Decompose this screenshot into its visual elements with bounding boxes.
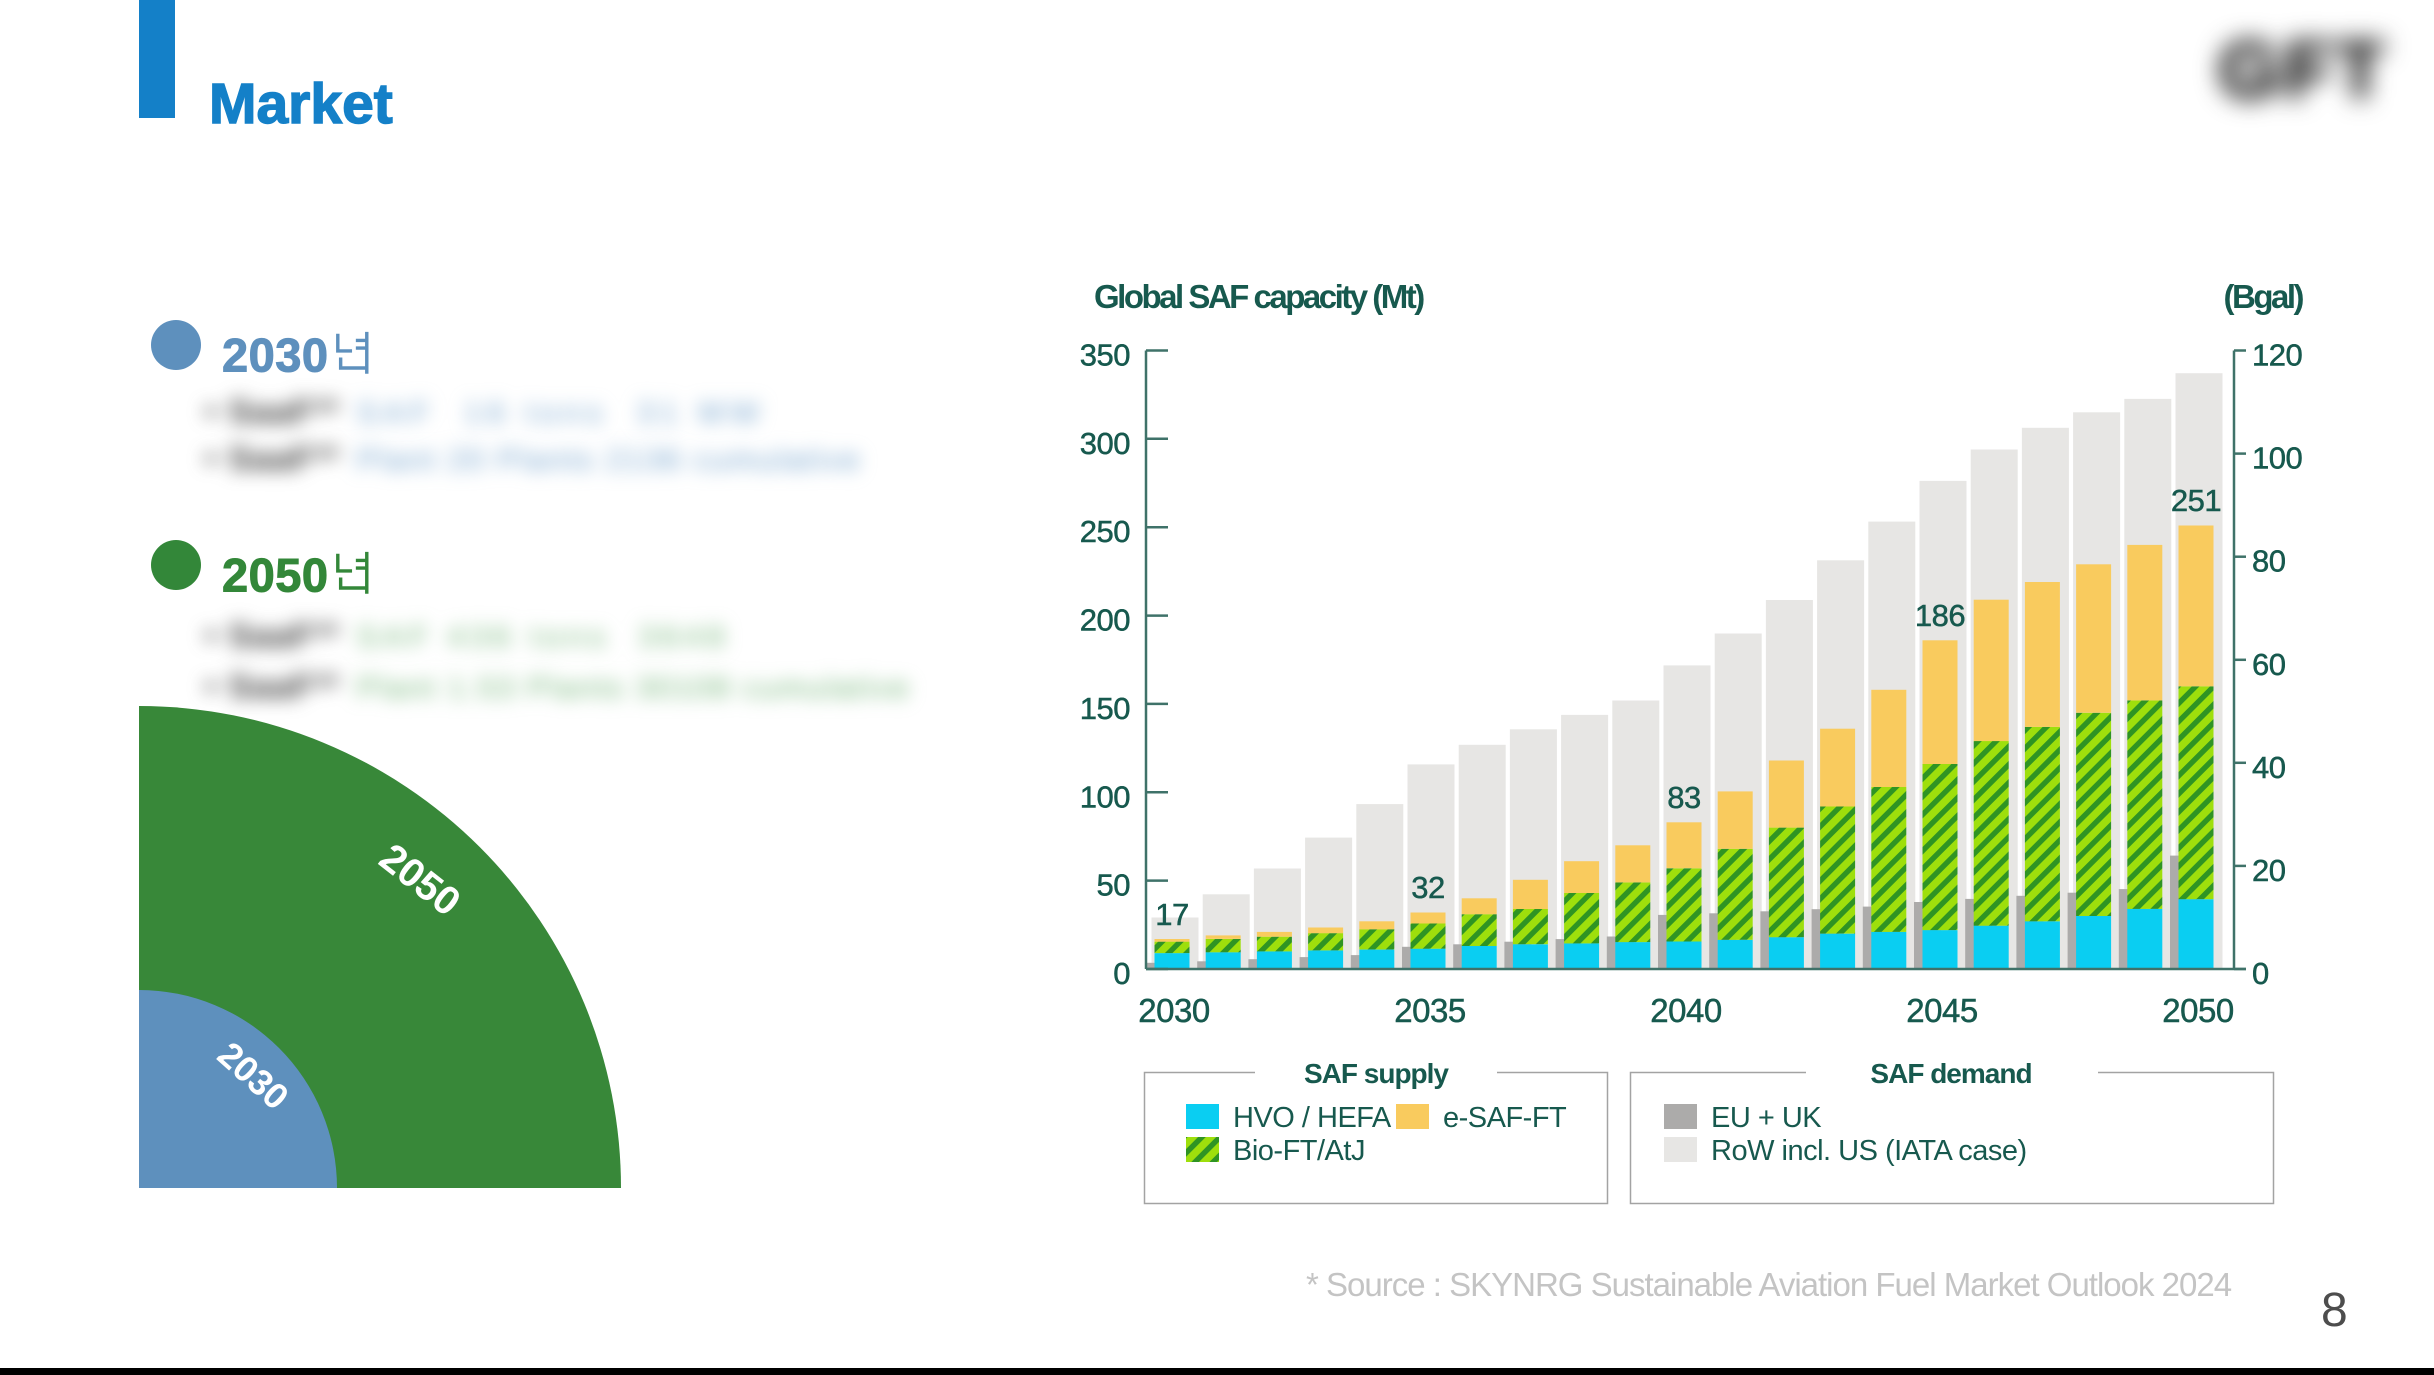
svg-text:SAF demand: SAF demand bbox=[1870, 1058, 2031, 1089]
svg-text:300: 300 bbox=[1080, 426, 1130, 461]
svg-text:100: 100 bbox=[2252, 441, 2302, 476]
svg-text:60: 60 bbox=[2252, 647, 2286, 682]
svg-text:Global SAF capacity (Mt): Global SAF capacity (Mt) bbox=[1094, 278, 1424, 315]
svg-text:0: 0 bbox=[1113, 956, 1130, 991]
svg-text:17: 17 bbox=[1155, 897, 1188, 932]
svg-text:Bio-FT/AtJ: Bio-FT/AtJ bbox=[1233, 1135, 1365, 1167]
svg-text:HVO / HEFA: HVO / HEFA bbox=[1233, 1102, 1392, 1134]
svg-text:251: 251 bbox=[2171, 483, 2221, 518]
svg-text:186: 186 bbox=[1915, 598, 1965, 633]
svg-text:150: 150 bbox=[1080, 691, 1130, 726]
svg-text:120: 120 bbox=[2252, 338, 2302, 373]
svg-text:2030: 2030 bbox=[1138, 992, 1210, 1029]
svg-text:2040: 2040 bbox=[1650, 992, 1722, 1029]
svg-text:83: 83 bbox=[1667, 780, 1700, 815]
svg-text:250: 250 bbox=[1080, 514, 1130, 549]
svg-text:(Bgal): (Bgal) bbox=[2224, 278, 2304, 315]
svg-text:20: 20 bbox=[2252, 853, 2286, 888]
svg-text:50: 50 bbox=[1097, 868, 1131, 903]
svg-text:32: 32 bbox=[1411, 870, 1444, 905]
svg-text:e-SAF-FT: e-SAF-FT bbox=[1443, 1102, 1567, 1134]
svg-text:350: 350 bbox=[1080, 338, 1130, 373]
svg-text:2045: 2045 bbox=[1906, 992, 1977, 1029]
svg-text:200: 200 bbox=[1080, 603, 1130, 638]
svg-text:EU + UK: EU + UK bbox=[1711, 1102, 1822, 1134]
svg-text:SAF supply: SAF supply bbox=[1304, 1058, 1449, 1089]
svg-text:100: 100 bbox=[1080, 779, 1130, 814]
svg-text:0: 0 bbox=[2252, 956, 2269, 991]
svg-text:2050: 2050 bbox=[2162, 992, 2234, 1029]
svg-text:RoW incl. US (IATA case): RoW incl. US (IATA case) bbox=[1711, 1135, 2027, 1167]
svg-text:80: 80 bbox=[2252, 544, 2286, 579]
svg-text:2035: 2035 bbox=[1394, 992, 1465, 1029]
svg-text:40: 40 bbox=[2252, 750, 2286, 785]
